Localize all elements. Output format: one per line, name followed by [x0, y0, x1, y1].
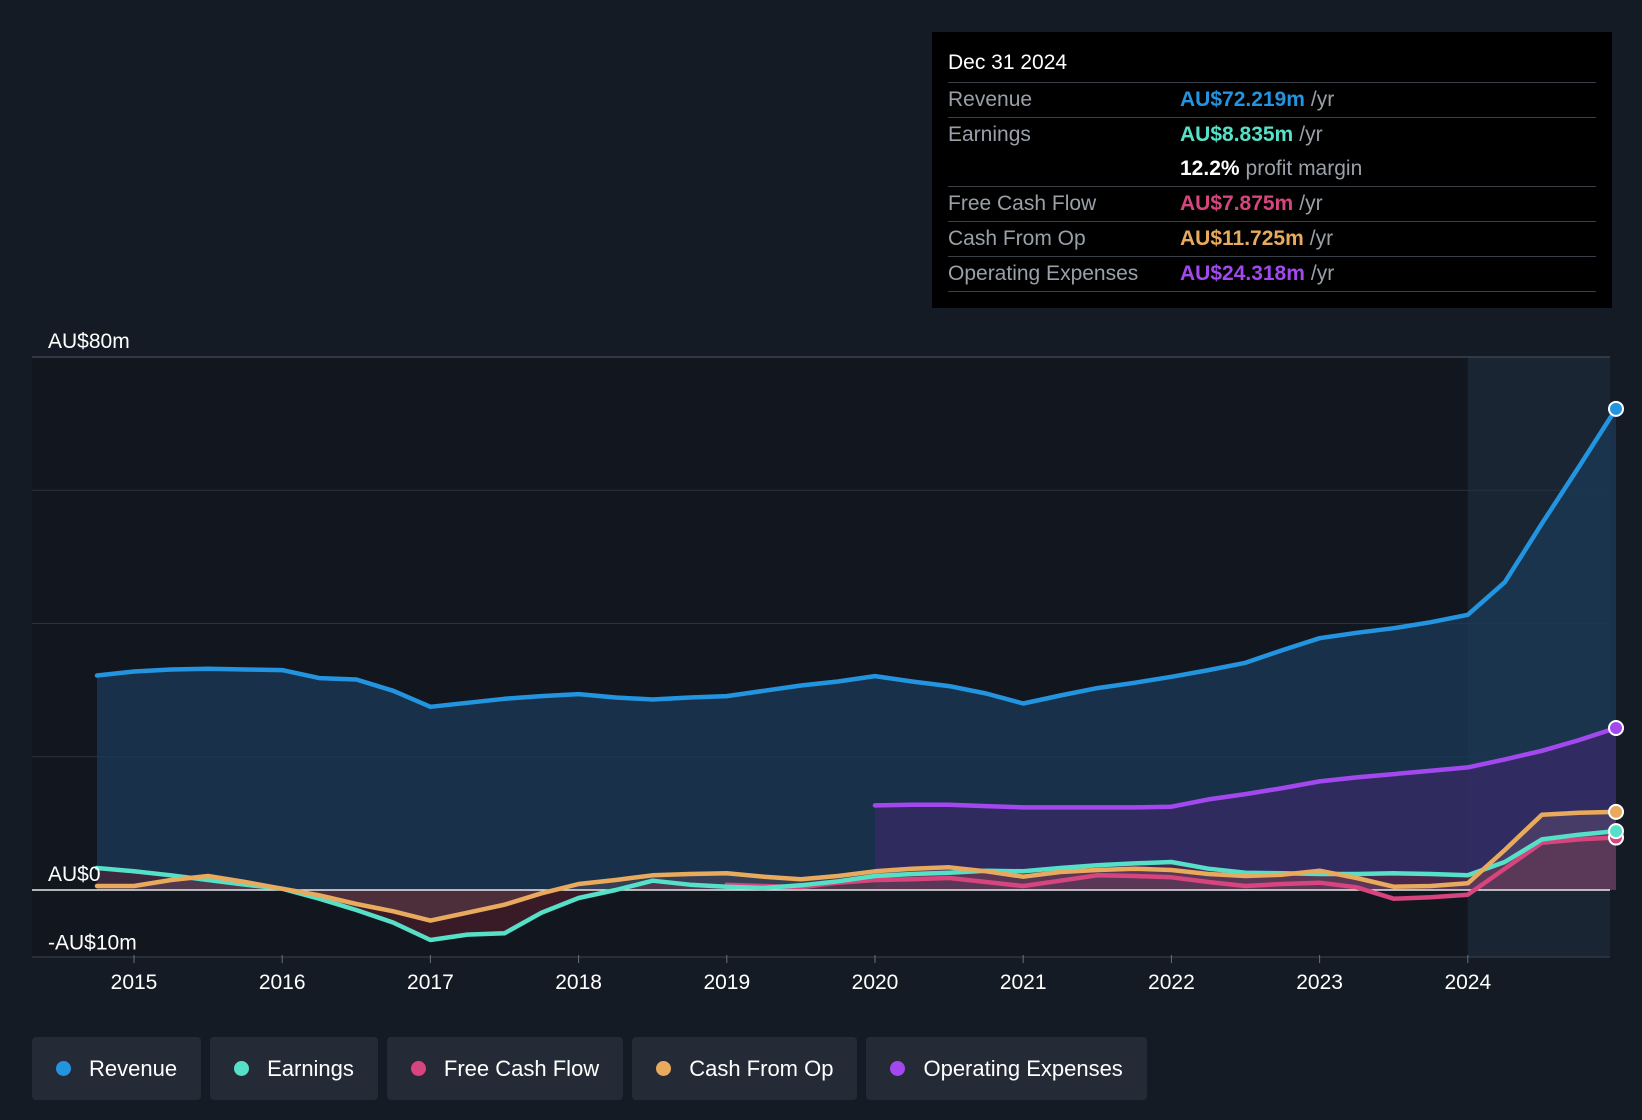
- series-line-free-cash-flow: [724, 835, 1619, 901]
- legend: Revenue Earnings Free Cash Flow Cash Fro…: [32, 1037, 1147, 1100]
- tooltip-value: AU$11.725m: [1180, 227, 1304, 250]
- tooltip-row-revenue: Revenue AU$72.219m /yr: [948, 83, 1596, 118]
- y-axis-label: AU$0: [48, 863, 101, 886]
- legend-item-earnings[interactable]: Earnings: [210, 1037, 378, 1100]
- tooltip-row-fcf: Free Cash Flow AU$7.875m /yr: [948, 187, 1596, 222]
- legend-dot-icon: [656, 1061, 672, 1076]
- tooltip-unit: /yr: [1309, 227, 1334, 250]
- series-line-revenue: [94, 406, 1619, 710]
- series-line-earnings: [94, 828, 1619, 943]
- legend-dot-icon: [890, 1061, 906, 1076]
- tooltip-date: Dec 31 2024: [948, 46, 1596, 83]
- x-tick-label: 2023: [1296, 971, 1343, 994]
- x-tick-label: 2017: [407, 971, 454, 994]
- tooltip-unit: /yr: [1299, 123, 1323, 146]
- x-tick-label: 2019: [703, 971, 750, 994]
- tooltip-label: Operating Expenses: [948, 262, 1139, 285]
- y-axis-label: AU$80m: [48, 330, 130, 353]
- y-axis-label: -AU$10m: [48, 932, 137, 955]
- legend-label: Operating Expenses: [923, 1055, 1123, 1081]
- tooltip-label: Revenue: [948, 88, 1033, 111]
- legend-label: Revenue: [89, 1055, 178, 1081]
- x-tick-label: 2021: [1000, 971, 1047, 994]
- x-tick-label: 2015: [111, 971, 158, 994]
- legend-item-operating-expenses[interactable]: Operating Expenses: [866, 1037, 1147, 1100]
- tooltip-unit: /yr: [1299, 192, 1323, 215]
- tooltip-label: Earnings: [948, 123, 1031, 146]
- tooltip-label: Free Cash Flow: [948, 192, 1097, 215]
- tooltip-unit: /yr: [1310, 88, 1335, 111]
- opex-area: [875, 728, 1616, 890]
- legend-dot-icon: [410, 1061, 426, 1076]
- end-point-cash-from-op: [1608, 803, 1624, 820]
- tooltip-unit: /yr: [1310, 262, 1335, 285]
- legend-label: Cash From Op: [689, 1055, 834, 1081]
- legend-label: Free Cash Flow: [443, 1055, 600, 1081]
- tooltip-label: Cash From Op: [948, 227, 1086, 250]
- tooltip-value: AU$72.219m: [1180, 88, 1305, 111]
- tooltip-row-cfo: Cash From Op AU$11.725m /yr: [948, 222, 1596, 257]
- series-line-cash-from-op: [94, 809, 1619, 923]
- legend-dot-icon: [234, 1061, 250, 1076]
- legend-label: Earnings: [267, 1055, 354, 1081]
- end-point-operating-expenses: [1608, 719, 1624, 736]
- series-line-operating-expenses: [872, 725, 1619, 810]
- x-tick-label: 2016: [259, 971, 306, 994]
- legend-item-cash-from-op[interactable]: Cash From Op: [632, 1037, 858, 1100]
- tooltip-value: 12.2%: [1180, 157, 1240, 180]
- x-tick-label: 2022: [1148, 971, 1195, 994]
- tooltip-unit: profit margin: [1245, 157, 1363, 180]
- legend-dot-icon: [56, 1061, 71, 1076]
- legend-item-free-cash-flow[interactable]: Free Cash Flow: [386, 1037, 624, 1100]
- x-tick-label: 2024: [1444, 971, 1491, 994]
- x-tick-label: 2020: [852, 971, 899, 994]
- legend-item-revenue[interactable]: Revenue: [32, 1037, 202, 1100]
- revenue-area: [97, 408, 1616, 890]
- end-point-earnings: [1608, 823, 1624, 840]
- cfo-area: [97, 811, 1616, 921]
- tooltip-row-profit-margin: 12.2% profit margin: [948, 152, 1596, 187]
- x-tick-label: 2018: [555, 971, 602, 994]
- tooltip-label: [948, 152, 1180, 186]
- tooltip-row-opex: Operating Expenses AU$24.318m /yr: [948, 257, 1596, 292]
- tooltip-row-earnings: Earnings AU$8.835m /yr: [948, 118, 1596, 152]
- tooltip-value: AU$24.318m: [1180, 262, 1305, 285]
- tooltip-value: AU$8.835m: [1180, 123, 1294, 146]
- tooltip-panel: Dec 31 2024 Revenue AU$72.219m /yr Earni…: [932, 32, 1612, 308]
- end-point-revenue: [1608, 400, 1624, 417]
- tooltip-value: AU$7.875m: [1180, 192, 1294, 215]
